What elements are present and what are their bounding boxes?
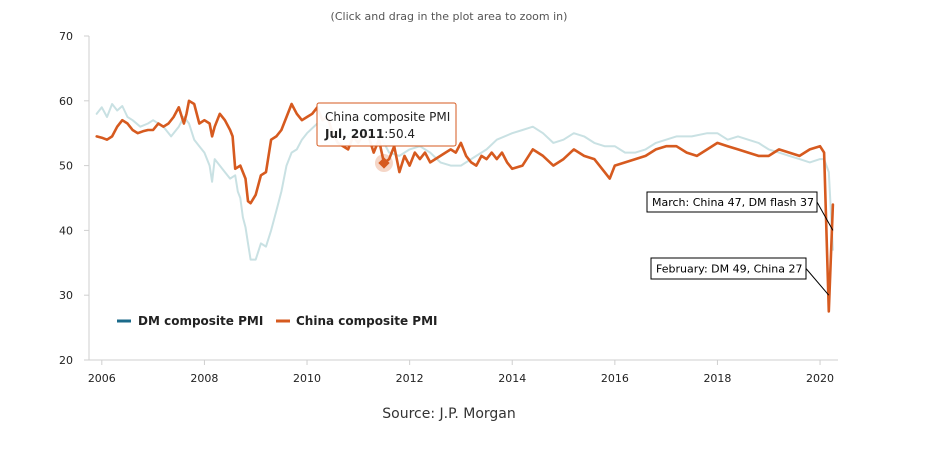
x-tick-label: 2020: [806, 372, 834, 385]
annotation-label: March: China 47, DM flash 37: [652, 196, 814, 209]
tooltip-value: 50.4: [388, 127, 415, 141]
series-line-dm-composite-pmi[interactable]: [95, 103, 834, 261]
legend-label-china[interactable]: China composite PMI: [296, 314, 438, 328]
x-tick-label: 2008: [190, 372, 218, 385]
annotation-box: [646, 191, 818, 213]
legend: DM composite PMI China composite PMI: [117, 314, 438, 328]
y-tick-label: 30: [59, 289, 73, 302]
source-note: Source: J.P. Morgan: [382, 406, 516, 422]
tooltip-box: [316, 102, 457, 147]
annotation-box: [650, 257, 807, 280]
annotation-connector: [816, 201, 834, 231]
y-tick-label: 70: [59, 30, 73, 43]
tooltip: China composite PMI Jul, 2011:50.4: [316, 102, 457, 147]
x-tick-label: 2012: [396, 372, 424, 385]
tooltip-title: China composite PMI: [325, 110, 450, 124]
zoom-hint: (Click and drag in the plot area to zoom…: [331, 10, 568, 23]
y-tick-label: 40: [59, 224, 73, 237]
tooltip-body: Jul, 2011:50.4: [324, 127, 415, 141]
annotation-label: February: DM 49, China 27: [656, 263, 803, 276]
y-tick-label: 50: [59, 160, 73, 173]
y-tick-label: 60: [59, 95, 73, 108]
x-tick-label: 2016: [601, 372, 629, 385]
series-line-china-composite-pmi[interactable]: [95, 99, 835, 313]
tooltip-sep: :: [384, 127, 388, 141]
legend-label-dm[interactable]: DM composite PMI: [138, 314, 263, 328]
x-tick-label: 2018: [703, 372, 731, 385]
axes: 20 30 40 50 60 70 2006 2008 2010 2012 2014 2016 2018…: [59, 30, 838, 385]
x-tick-label: 2006: [88, 372, 116, 385]
annotation-connector: [805, 268, 830, 296]
tooltip-date: Jul, 2011: [324, 127, 384, 141]
x-tick-label: 2014: [498, 372, 526, 385]
hover-marker: [378, 157, 390, 169]
y-tick-label: 20: [59, 354, 73, 367]
x-tick-label: 2010: [293, 372, 321, 385]
annotations: March: China 47, DM flash 37 February: DM…: [646, 191, 834, 296]
